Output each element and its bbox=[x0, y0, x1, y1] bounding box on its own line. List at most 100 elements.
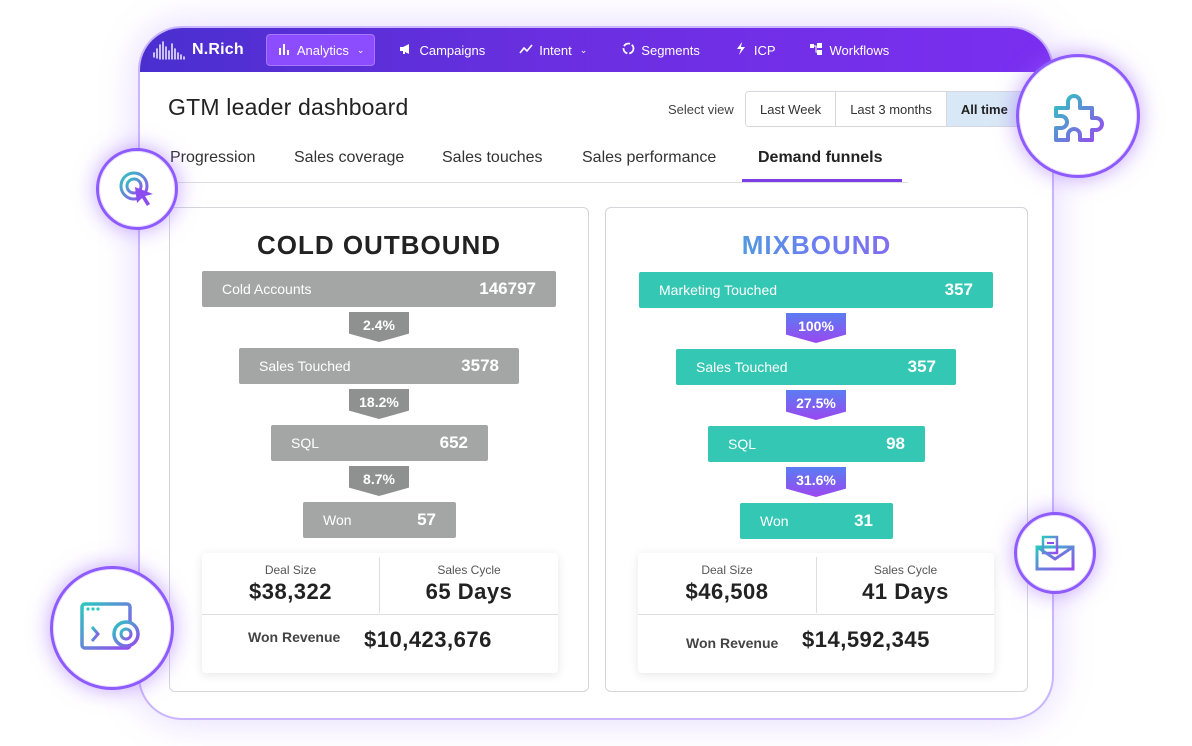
brand-logo[interactable]: N.Rich bbox=[152, 39, 244, 61]
puzzle-badge bbox=[1016, 54, 1140, 178]
mixbound-title: MIXBOUND bbox=[606, 230, 1027, 261]
cold-outbound-stats: Deal Size $38,322 Sales Cycle 65 Days Wo… bbox=[202, 553, 558, 673]
conversion-rate: 8.7% bbox=[349, 466, 409, 496]
nav-workflows[interactable]: Workflows bbox=[800, 34, 900, 66]
tab-progression[interactable]: Progression bbox=[170, 149, 256, 166]
nav-intent[interactable]: Intent ⌄ bbox=[509, 34, 597, 66]
funnel-stage-won[interactable]: Won 31 bbox=[740, 503, 893, 539]
deal-size-value: $38,322 bbox=[248, 579, 333, 604]
stage-value: 3578 bbox=[461, 356, 499, 375]
segments-icon bbox=[621, 42, 635, 58]
chevron-down-icon: ⌄ bbox=[579, 44, 588, 55]
funnel-stage-sales-touched[interactable]: Sales Touched 357 bbox=[676, 349, 956, 385]
won-revenue-value: $14,592,345 bbox=[802, 627, 930, 652]
conversion-rate: 18.2% bbox=[349, 389, 409, 419]
stat-divider bbox=[202, 614, 558, 615]
sales-cycle-stat: Sales Cycle 65 Days bbox=[380, 553, 558, 613]
brand-name: N.Rich bbox=[192, 41, 244, 58]
funnel-stage-won[interactable]: Won 57 bbox=[303, 502, 456, 538]
nav-segments[interactable]: Segments bbox=[611, 34, 710, 66]
stage-label: Sales Touched bbox=[696, 359, 788, 375]
puzzle-icon bbox=[1054, 94, 1104, 142]
bar-chart-icon bbox=[277, 43, 291, 58]
conversion-rate: 27.5% bbox=[786, 390, 846, 420]
sales-cycle-value: 41 Days bbox=[862, 579, 949, 604]
sales-cycle-label: Sales Cycle bbox=[873, 563, 938, 577]
nav-workflows-label: Workflows bbox=[829, 42, 890, 58]
conversion-rate: 100% bbox=[786, 313, 846, 343]
stage-label: Marketing Touched bbox=[659, 282, 778, 298]
deal-size-stat: Deal Size $46,508 bbox=[638, 553, 816, 613]
stage-value: 31 bbox=[854, 511, 873, 530]
stage-label: Won bbox=[323, 512, 352, 528]
funnel-stage-cold-accounts[interactable]: Cold Accounts 146797 bbox=[202, 271, 556, 307]
page-title: GTM leader dashboard bbox=[168, 94, 409, 120]
deal-size-stat: Deal Size $38,322 bbox=[202, 553, 379, 613]
stage-value: 652 bbox=[439, 433, 468, 452]
bolt-icon bbox=[734, 42, 748, 58]
stage-value: 357 bbox=[907, 357, 936, 376]
nav-intent-label: Intent bbox=[539, 42, 572, 58]
stage-label: SQL bbox=[728, 436, 757, 452]
trend-icon bbox=[519, 43, 533, 58]
tab-bar: Progression Sales coverage Sales touches… bbox=[168, 146, 908, 183]
tab-sales-coverage[interactable]: Sales coverage bbox=[294, 149, 405, 166]
target-cursor-badge bbox=[96, 148, 178, 230]
stage-label: Sales Touched bbox=[259, 358, 351, 374]
cold-outbound-title: COLD OUTBOUND bbox=[256, 230, 502, 260]
sales-cycle-stat: Sales Cycle 41 Days bbox=[817, 553, 994, 613]
nav-analytics-label: Analytics bbox=[296, 42, 349, 58]
tab-demand-funnels[interactable]: Demand funnels bbox=[758, 149, 883, 166]
stage-value: 357 bbox=[944, 280, 973, 299]
view-selector: Last Week Last 3 months All time bbox=[745, 91, 1049, 127]
won-revenue-label: Won Revenue bbox=[248, 629, 341, 645]
stage-value: 98 bbox=[886, 434, 905, 453]
conversion-rate: 31.6% bbox=[786, 467, 846, 497]
deal-size-label: Deal Size bbox=[264, 563, 317, 577]
conversion-rate: 2.4% bbox=[349, 312, 409, 342]
won-revenue-value: $10,423,676 bbox=[364, 627, 492, 652]
stage-label: SQL bbox=[291, 435, 320, 451]
sales-cycle-value: 65 Days bbox=[425, 579, 513, 604]
nav-segments-label: Segments bbox=[641, 42, 700, 58]
deal-size-label: Deal Size bbox=[701, 563, 753, 577]
funnel-stage-sales-touched[interactable]: Sales Touched 3578 bbox=[239, 348, 519, 384]
browser-target-icon bbox=[80, 602, 140, 650]
tab-sales-performance[interactable]: Sales performance bbox=[582, 149, 717, 166]
stat-divider bbox=[638, 614, 994, 615]
funnel-stage-sql[interactable]: SQL 98 bbox=[708, 426, 925, 462]
browser-target-badge bbox=[50, 566, 174, 690]
active-tab-indicator bbox=[742, 179, 902, 182]
top-navbar: N.Rich Analytics ⌄ Campaigns Intent ⌄ bbox=[140, 28, 1052, 72]
funnel-stage-marketing-touched[interactable]: Marketing Touched 357 bbox=[639, 272, 993, 308]
stage-label: Cold Accounts bbox=[222, 281, 312, 297]
stage-value: 146797 bbox=[479, 279, 536, 298]
nav-icp-label: ICP bbox=[753, 42, 776, 58]
deal-size-value: $46,508 bbox=[685, 579, 769, 604]
mixbound-stats: Deal Size $46,508 Sales Cycle 41 Days Wo… bbox=[638, 553, 994, 673]
nav-icp[interactable]: ICP bbox=[724, 34, 786, 66]
sales-cycle-label: Sales Cycle bbox=[437, 563, 501, 577]
won-revenue-label: Won Revenue bbox=[686, 635, 779, 651]
mixbound-card: MIXBOUND Marketing Touched 357 100% Sale… bbox=[605, 207, 1028, 692]
envelope-badge bbox=[1014, 512, 1096, 594]
stage-label: Won bbox=[760, 513, 789, 529]
stage-value: 57 bbox=[417, 510, 436, 529]
waveform-logo-icon bbox=[153, 41, 185, 60]
view-last-week-button[interactable]: Last Week bbox=[746, 92, 837, 126]
target-cursor-icon bbox=[119, 171, 153, 206]
envelope-icon bbox=[1035, 535, 1075, 571]
nav-campaigns-label: Campaigns bbox=[419, 42, 486, 58]
workflow-icon bbox=[810, 42, 824, 58]
view-last-3-months-button[interactable]: Last 3 months bbox=[836, 92, 947, 126]
tab-sales-touches[interactable]: Sales touches bbox=[442, 149, 543, 166]
nav-campaigns[interactable]: Campaigns bbox=[389, 34, 495, 66]
dashboard-window: N.Rich Analytics ⌄ Campaigns Intent ⌄ bbox=[138, 26, 1054, 720]
megaphone-icon bbox=[399, 43, 413, 58]
chevron-down-icon: ⌄ bbox=[356, 44, 365, 55]
select-view-label: Select view bbox=[668, 102, 734, 117]
funnel-stage-sql[interactable]: SQL 652 bbox=[271, 425, 488, 461]
stat-divider bbox=[816, 557, 817, 613]
cold-outbound-card: COLD OUTBOUND Cold Accounts 146797 2.4% … bbox=[169, 207, 589, 692]
nav-analytics[interactable]: Analytics ⌄ bbox=[265, 34, 376, 66]
